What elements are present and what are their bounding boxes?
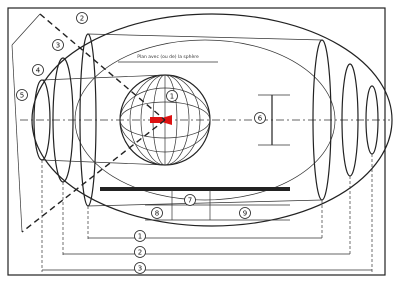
page: {"caption": "Plan avec (ou de) la sphère… [0, 0, 393, 282]
diagram: Plan avec (ou de) la sphère 2 3 4 5 1 6 8 7 9 1 2 3 [0, 0, 393, 282]
label-number: 9 [243, 210, 247, 218]
label-number: 6 [258, 115, 263, 123]
caption: Plan avec (ou de) la sphère [137, 53, 199, 60]
label-number: 7 [188, 197, 192, 205]
label-number: 3 [138, 265, 142, 273]
label-number: 2 [80, 15, 84, 23]
label-number: 8 [155, 210, 159, 218]
label-number: 4 [36, 67, 41, 75]
frame [8, 8, 385, 275]
label-number: 3 [56, 42, 60, 50]
dimensions [42, 62, 372, 272]
label-number: 5 [20, 92, 24, 100]
label-number: 1 [138, 233, 142, 241]
label-number: 2 [138, 249, 142, 257]
label-number: 1 [170, 93, 174, 101]
